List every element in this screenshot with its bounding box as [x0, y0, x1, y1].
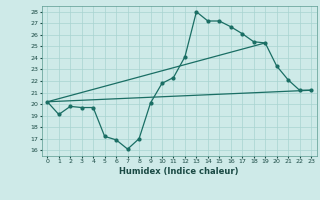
X-axis label: Humidex (Indice chaleur): Humidex (Indice chaleur)	[119, 167, 239, 176]
